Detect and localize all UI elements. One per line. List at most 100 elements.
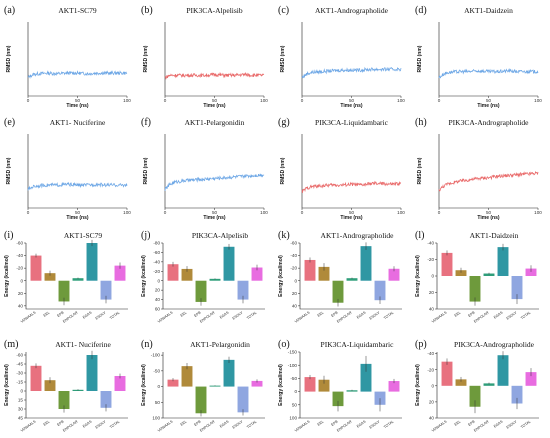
y-tick-label: 20 [429,400,435,405]
series-line [301,180,402,193]
axis-lines [25,243,128,310]
axis-lines [27,22,127,97]
category-label: EEL [43,311,51,318]
bar-enpolar [209,385,221,387]
y-axis-label: RMSD (nm) [143,45,149,72]
y-tick-label: 60 [155,307,161,312]
axis-lines [301,134,401,209]
x-tick-label: 0 [301,98,304,103]
line-panel-4: (e) AKT1- Nuciferine Time (ns) RMSD (nm) 0 50… [4,117,131,221]
series-line [301,66,402,79]
category-label: ESOLV [232,419,244,429]
line-panel-3: (d) AKT1-Daidzein Time (ns) RMSD (nm) 0 50 100 [415,5,542,109]
axis-lines [27,134,127,209]
x-axis-label: Time (ns) [66,215,88,221]
axis-lines [164,22,264,97]
y-tick-label: -40 [290,253,297,258]
bar-egas [360,246,372,281]
bar-panel-10: (k) AKT1-Andrographolide Energy (kcal/mol)… [278,230,402,324]
y-tick-label: -150 [288,350,298,355]
bar-egas [86,243,98,281]
y-tick-label: 50 [155,400,161,405]
category-label: TOTAL [246,311,258,321]
y-tick-label: -40 [153,259,160,264]
x-tick-label: 0 [164,98,167,103]
line-panel-5: (f) AKT1-Pelargonidin Time (ns) RMSD (nm) 0 5… [141,117,268,221]
x-tick-label: 100 [123,98,131,103]
bar-eel [455,379,467,386]
category-label: TOTAL [109,420,121,430]
axis-lines [301,22,401,97]
category-label: ENPOLAR [62,310,79,323]
category-label: EGAS [219,419,230,428]
y-tick-label: -20 [153,269,160,274]
category-label: ESOLV [95,419,107,429]
bar-eel [44,273,56,281]
y-tick-label: 40 [18,303,24,308]
bar-panel-13: (n) AKT1-Pelargonidin Energy (kcal/mol) -10… [141,339,265,433]
category-label: EGAS [82,419,93,428]
category-label: EGAS [493,310,504,319]
y-tick-label: 0 [294,389,297,394]
panel-letter: (d) [415,5,427,16]
category-label: ESOLV [506,310,518,320]
category-label: ENPOLAR [62,419,79,432]
x-tick-label: 0 [164,210,167,215]
bar-panel-15: (p) PIK3CA-Andrographolide Energy (kcal/mo… [415,339,539,433]
y-tick-label: -20 [427,367,434,372]
x-tick-label: 50 [212,210,218,215]
bar-vdwaals [167,264,179,281]
panel-letter: (j) [141,230,150,241]
x-tick-label: 50 [486,210,492,215]
y-tick-label: 100 [289,416,297,421]
panel-letter: (o) [278,339,290,350]
panel-letter: (f) [141,117,151,128]
y-tick-label: -100 [288,363,298,368]
category-label: ESOLV [369,310,381,320]
y-axis-label: RMSD (nm) [280,45,286,72]
bar-eel [455,270,467,276]
panel-letter: (k) [278,230,290,241]
y-axis-label: RMSD (nm) [417,45,423,72]
panel-title: PIK3CA-Andrographolide [449,118,530,127]
y-tick-label: 0 [157,384,160,389]
panel-title: AKT1-Andrographolide [321,231,395,240]
y-tick-label: 20 [18,291,24,296]
bar-total [251,380,263,387]
category-label: TOTAL [520,420,532,430]
bar-vdwaals [304,377,316,392]
bar-vdwaals [167,379,179,387]
bar-panel-11: (l) AKT1-Daidzein Energy (kcal/mol) -40 -20 0… [415,230,539,324]
y-axis-label: RMSD (nm) [6,157,12,184]
panel-title: AKT1-Pelargonidin [190,340,250,349]
panel-letter: (c) [278,5,289,16]
bar-eel [181,366,193,387]
category-label: EPB [467,310,476,318]
bar-enpolar [346,278,358,281]
y-tick-label: -30 [16,371,23,376]
bar-egas [223,246,235,281]
series-line [164,173,265,191]
y-tick-label: -100 [151,353,161,358]
y-axis-label: Energy (kcal/mol) [415,255,421,297]
category-label: EPB [193,310,202,318]
line-panel-1: (b) PIK3CA-Alpelisib Time (ns) RMSD (nm) 0 50… [141,5,268,109]
category-label: ESOLV [232,310,244,320]
axis-lines [438,22,538,97]
panel-letter: (l) [415,230,424,241]
y-tick-label: -60 [290,241,297,246]
category-label: ENPOLAR [473,419,490,432]
x-tick-label: 100 [123,210,131,215]
bar-egas [223,359,235,387]
bar-epb [332,391,344,407]
bar-total [525,268,537,276]
y-tick-label: 40 [155,297,161,302]
category-label: ENPOLAR [199,310,216,323]
y-tick-label: 45 [18,416,24,421]
bar-panel-14: (o) PIK3CA-Liquidambaric Energy (kcal/mol)… [278,339,402,433]
panel-letter: (i) [4,230,13,241]
bar-vdwaals [30,365,42,391]
bar-epb [332,280,344,303]
y-axis-label: Energy (kcal/mol) [415,364,421,406]
